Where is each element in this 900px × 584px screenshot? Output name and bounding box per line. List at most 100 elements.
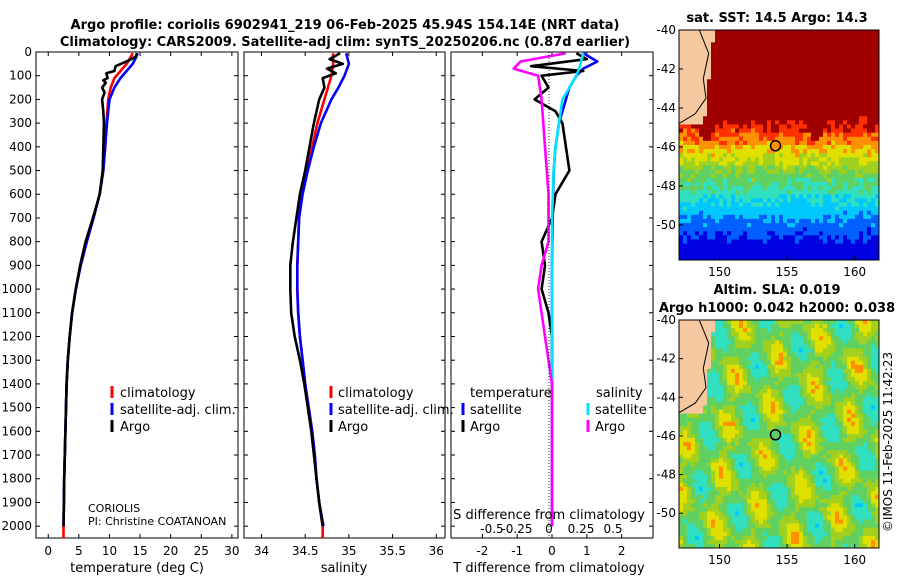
map-cell — [723, 401, 727, 405]
map-cell — [763, 369, 767, 373]
map-cell — [799, 471, 803, 475]
map-cell — [815, 332, 819, 336]
map-cell — [859, 365, 863, 369]
map-cell — [739, 369, 743, 373]
map-cell — [731, 418, 735, 422]
map-cell — [763, 42, 767, 46]
map-cell — [727, 170, 731, 174]
map-cell — [735, 178, 739, 182]
map-cell — [767, 471, 771, 475]
map-cell — [711, 410, 715, 414]
map-cell — [723, 100, 727, 104]
map-cell — [683, 231, 687, 235]
map-cell — [807, 227, 811, 231]
map-cell — [683, 219, 687, 223]
map-cell — [871, 223, 875, 227]
map-cell — [851, 166, 855, 170]
map-cell — [803, 340, 807, 344]
map-cell — [723, 71, 727, 75]
map-cell — [863, 320, 867, 324]
map-cell — [835, 145, 839, 149]
map-cell — [843, 71, 847, 75]
map-cell — [759, 418, 763, 422]
map-cell — [835, 418, 839, 422]
map-cell — [871, 215, 875, 219]
map-cell — [823, 324, 827, 328]
map-cell — [695, 170, 699, 174]
map-cell — [763, 235, 767, 239]
map-cell — [699, 207, 703, 211]
y-tick-label: 1200 — [1, 329, 32, 343]
map-cell — [803, 252, 807, 256]
map-cell — [831, 244, 835, 248]
map-cell — [823, 63, 827, 67]
map-cell — [859, 174, 863, 178]
map-cell — [735, 320, 739, 324]
map-cell — [771, 153, 775, 157]
map-cell — [783, 471, 787, 475]
map-cell — [719, 244, 723, 248]
map-cell — [815, 178, 819, 182]
map-cell — [731, 349, 735, 353]
map-cell — [691, 100, 695, 104]
map-cell — [831, 239, 835, 243]
map-cell — [687, 178, 691, 182]
map-cell — [791, 63, 795, 67]
map-cell — [795, 422, 799, 426]
map-cell — [703, 207, 707, 211]
map-cell — [739, 157, 743, 161]
map-cell — [823, 401, 827, 405]
map-cell — [827, 353, 831, 357]
map-cell — [871, 51, 875, 55]
map-cell — [847, 248, 851, 252]
map-cell — [863, 207, 867, 211]
map-cell — [751, 198, 755, 202]
map-cell — [743, 116, 747, 120]
map-cell — [707, 231, 711, 235]
legend-label-satellite: satellite-adj. clim. — [338, 403, 454, 418]
map-cell — [843, 463, 847, 467]
map-cell — [687, 30, 691, 34]
map-cell — [739, 203, 743, 207]
map-cell — [735, 357, 739, 361]
map-cell — [787, 344, 791, 348]
map-cell — [791, 377, 795, 381]
map-cell — [847, 34, 851, 38]
map-cell — [847, 389, 851, 393]
map-cell — [775, 207, 779, 211]
map-cell — [751, 96, 755, 100]
map-cell — [871, 328, 875, 332]
map-cell — [819, 100, 823, 104]
map-cell — [691, 235, 695, 239]
map-cell — [715, 235, 719, 239]
map-cell — [747, 369, 751, 373]
map-cell — [715, 463, 719, 467]
map-cell — [707, 170, 711, 174]
map-cell — [803, 153, 807, 157]
map-cell — [727, 141, 731, 145]
map-cell — [803, 116, 807, 120]
map-cell — [695, 88, 699, 92]
map-cell — [695, 104, 699, 108]
map-cell — [807, 328, 811, 332]
map-cell — [731, 235, 735, 239]
map-cell — [803, 320, 807, 324]
map-cell — [679, 438, 683, 442]
map-cell — [859, 34, 863, 38]
map-cell — [719, 239, 723, 243]
map-cell — [683, 475, 687, 479]
map-cell — [867, 458, 871, 462]
map-cell — [775, 357, 779, 361]
map-cell — [743, 248, 747, 252]
map-cell — [679, 324, 683, 328]
map-cell — [771, 55, 775, 59]
map-cell — [735, 365, 739, 369]
map-cell — [839, 377, 843, 381]
map-cell — [855, 332, 859, 336]
map-cell — [787, 377, 791, 381]
map-cell — [731, 55, 735, 59]
map-cell — [759, 454, 763, 458]
map-cell — [803, 385, 807, 389]
map-cell — [715, 406, 719, 410]
map-cell — [835, 83, 839, 87]
